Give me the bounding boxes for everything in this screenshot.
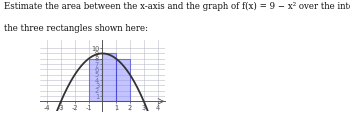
Text: the three rectangles shown here:: the three rectangles shown here: [4,24,147,33]
Bar [89,59,102,101]
Bar [116,59,130,101]
Text: Estimate the area between the x-axis and the graph of f(x) = 9 − x² over the int: Estimate the area between the x-axis and… [4,1,350,11]
Bar [102,53,116,101]
